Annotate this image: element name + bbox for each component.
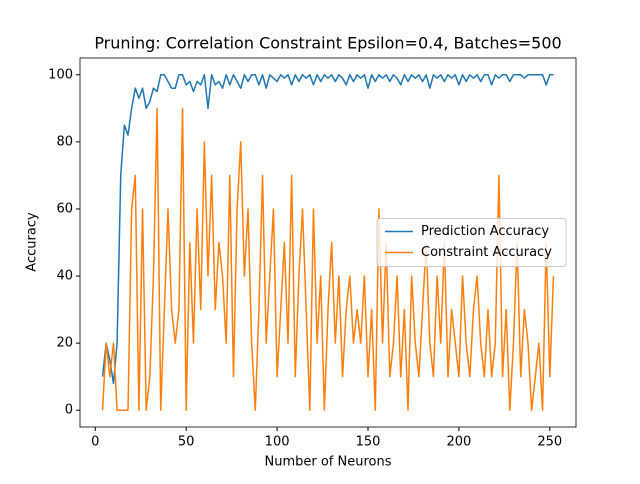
y-tick-label: 20	[56, 336, 73, 351]
series-line	[101, 74, 554, 385]
x-tick-label: 150	[356, 435, 381, 450]
legend-label: Constraint Accuracy	[421, 245, 552, 260]
legend-box	[376, 218, 567, 267]
y-tick-label: 80	[56, 134, 73, 149]
x-tick-label: 250	[537, 435, 562, 450]
y-axis-label: Accuracy	[25, 212, 40, 272]
x-tick-label: 0	[91, 435, 99, 450]
legend-label: Prediction Accuracy	[421, 224, 549, 239]
y-tick-label: 60	[56, 201, 73, 216]
series-line	[101, 107, 555, 411]
x-tick-label: 100	[265, 435, 290, 450]
x-axis-label: Number of Neurons	[264, 455, 391, 470]
chart-title: Pruning: Correlation Constraint Epsilon=…	[94, 34, 561, 53]
plot-frame	[79, 57, 577, 428]
y-tick-label: 100	[48, 67, 73, 82]
y-tick-label: 40	[56, 269, 73, 284]
y-tick-label: 0	[65, 403, 73, 418]
x-tick-label: 200	[446, 435, 471, 450]
x-tick-label: 50	[178, 435, 195, 450]
